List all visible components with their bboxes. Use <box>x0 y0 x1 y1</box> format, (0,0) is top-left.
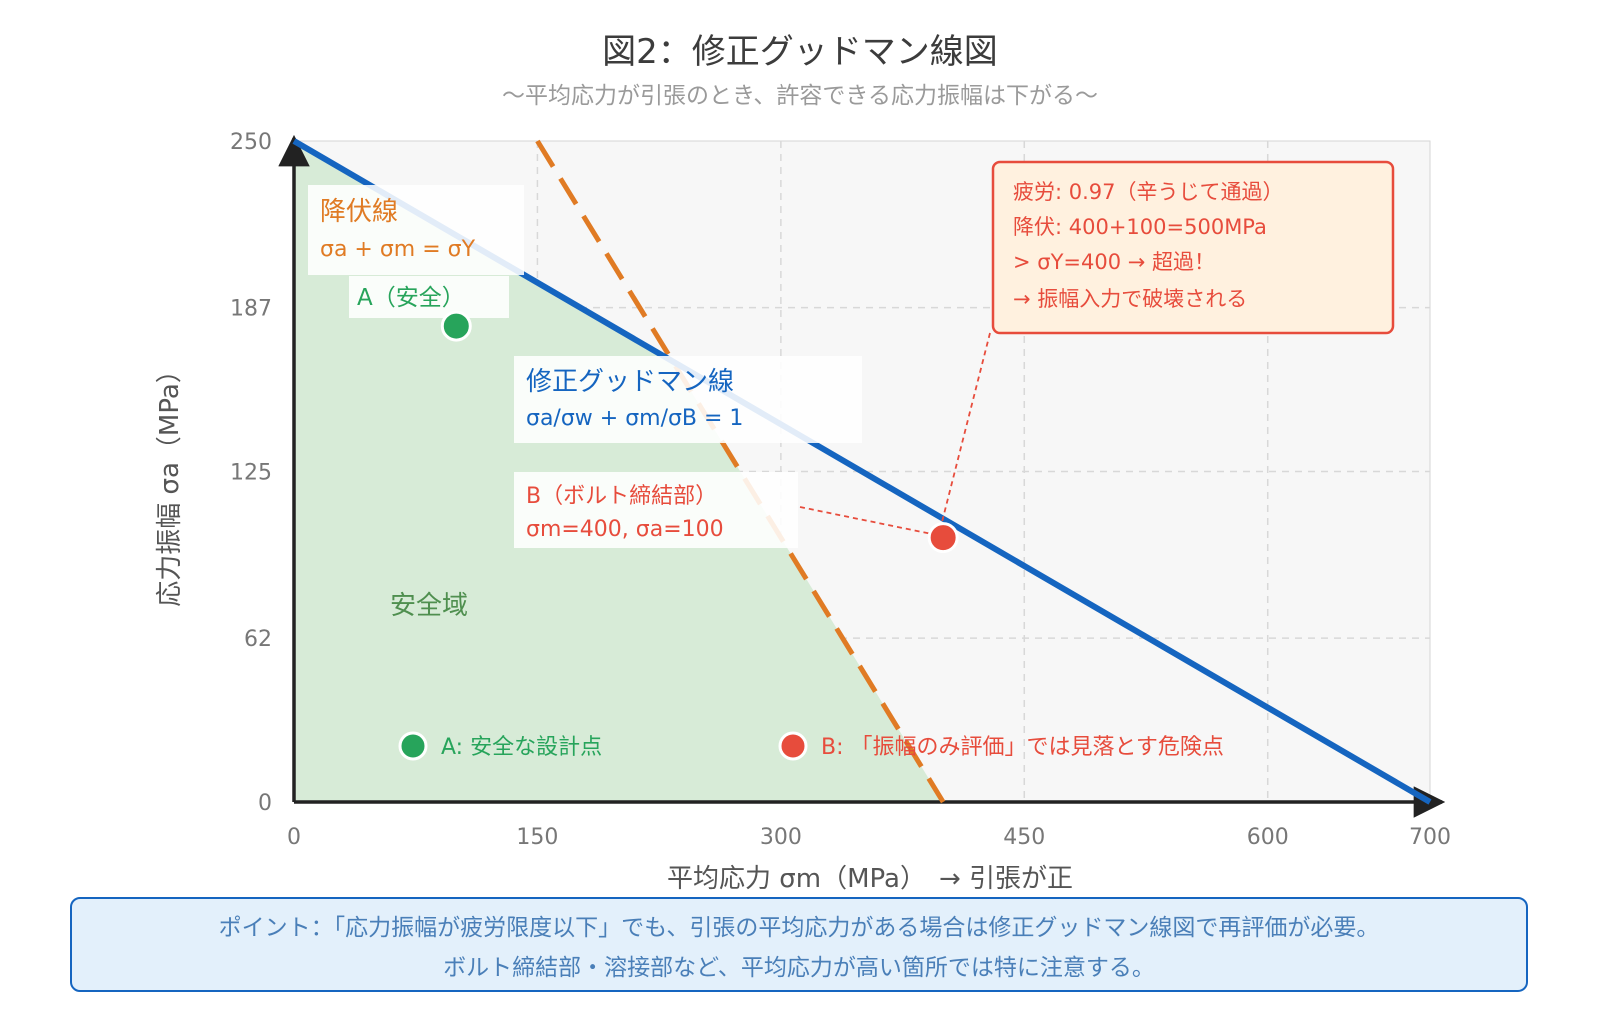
y-tick-label: 62 <box>244 627 272 652</box>
callout-line: > σY=400 → 超過！ <box>1013 250 1215 274</box>
legend-marker-b <box>778 731 808 761</box>
point-b-label: B（ボルト締結部） <box>526 484 717 509</box>
callout-line: → 振幅入力で破壊される <box>1013 287 1247 311</box>
x-tick-label: 450 <box>1003 825 1045 850</box>
callout-connector <box>941 332 991 523</box>
x-tick-label: 300 <box>760 825 802 850</box>
x-axis-label: 平均応力 σm（MPa） → 引張が正 <box>667 864 1073 894</box>
point-a-marker <box>440 310 472 342</box>
x-tick-label: 0 <box>287 825 301 850</box>
point-a-label: A（安全） <box>357 285 465 311</box>
legend-marker-a <box>398 731 428 761</box>
callout-line: 疲労: 0.97（辛うじて通過） <box>1013 180 1284 204</box>
callout-box <box>991 160 1395 335</box>
x-tick-label: 600 <box>1247 825 1289 850</box>
y-tick-label: 125 <box>230 461 272 486</box>
y-tick-label: 187 <box>230 297 272 322</box>
legend-label-a: A: 安全な設計点 <box>441 735 602 760</box>
y-tick-label: 0 <box>258 791 272 816</box>
note-line: ボルト締結部・溶接部など、平均応力が高い箇所では特に注意する。 <box>443 954 1155 981</box>
note-box: ポイント：「応力振幅が疲労限度以下」でも、引張の平均応力がある場合は修正グッドマ… <box>70 897 1528 992</box>
callout-line: 降伏: 400+100=500MPa <box>1013 215 1267 239</box>
y-tick-label: 250 <box>230 130 272 155</box>
x-tick-label: 150 <box>516 825 558 850</box>
goodman-equation: σa/σw + σm/σB = 1 <box>526 406 743 431</box>
safe-region-label: 安全域 <box>390 591 468 621</box>
goodman-label-box <box>514 356 862 443</box>
note-line: ポイント：「応力振幅が疲労限度以下」でも、引張の平均応力がある場合は修正グッドマ… <box>218 914 1380 941</box>
yield-label: 降伏線 <box>320 197 398 227</box>
goodman-label: 修正グッドマン線 <box>526 367 734 397</box>
legend-label-b: B: 「振幅のみ評価」では見落とす危険点 <box>821 735 1224 760</box>
data-points <box>440 310 959 554</box>
point-b-detail: σm=400, σa=100 <box>526 517 724 542</box>
yield-label-box <box>308 185 524 275</box>
axis-ticks: 0 150 300 450 600 700 0 62 125 187 250 <box>230 130 1451 850</box>
page-title: 図2：修正グッドマン線図 <box>602 32 998 72</box>
page-subtitle: 〜平均応力が引張のとき、許容できる応力振幅は下がる〜 <box>502 83 1098 109</box>
y-axis-label: 応力振幅 σa（MPa） <box>155 357 185 607</box>
point-b-marker <box>927 522 959 554</box>
point-b-connector <box>799 506 933 535</box>
point-b-label-box <box>514 472 798 548</box>
yield-equation: σa + σm = σY <box>320 237 476 262</box>
point-a-label-box <box>349 276 509 318</box>
x-tick-label: 700 <box>1409 825 1451 850</box>
